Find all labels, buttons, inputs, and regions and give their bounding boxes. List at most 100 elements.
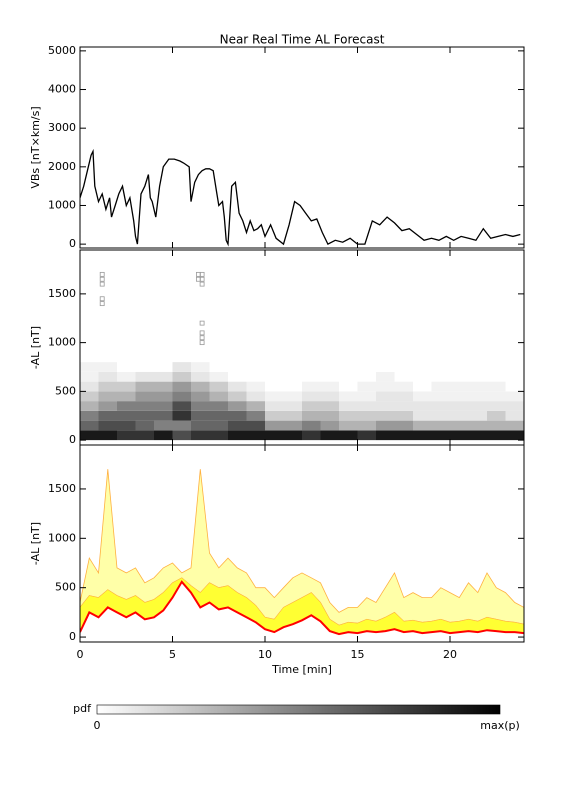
pdf-cell [246,401,265,411]
pdf-cell [376,391,395,402]
pdf-cell [283,420,302,431]
pdf-cell [265,410,284,421]
pdf-cell [468,371,487,382]
pdf-cell [468,362,487,372]
pdf-cell [265,362,284,372]
pdf-cell [191,420,210,431]
pdf-cell [302,410,321,421]
plot-frame [79,444,525,643]
pdf-cell [246,381,265,392]
y-tick-label: 3000 [48,121,76,134]
pdf-point [199,281,205,287]
x-axis-label: Time [min] [271,663,332,676]
y-tick-label: 1000 [48,336,76,349]
pdf-cell [135,381,154,392]
pdf-cell [468,410,487,421]
x-tick-label: 0 [77,648,84,661]
pdf-cell [357,381,376,392]
pdf-cell [117,362,136,372]
pdf-cell [117,430,136,441]
pdf-cell [80,362,99,372]
pdf-cell [450,391,469,402]
y-tick-label: 500 [55,581,76,594]
pdf-cell [376,430,395,441]
pdf-cell [283,430,302,441]
pdf-cell [172,420,191,431]
pdf-cell [431,381,450,392]
pdf-cell [394,362,413,372]
pdf-cell [431,371,450,382]
pdf-cell [98,420,117,431]
pdf-cell [117,401,136,411]
pdf-cell [339,401,358,411]
pdf-cell [283,362,302,372]
y-tick-label: 500 [55,384,76,397]
pdf-cell [302,371,321,382]
pdf-cell [80,410,99,421]
y-tick-label: 5000 [48,44,76,57]
pdf-cell [450,410,469,421]
pdf-cell [357,430,376,441]
pdf-cell [209,410,228,421]
pdf-point [199,330,205,336]
y-tick-label: 1000 [48,531,76,544]
pdf-cell [80,371,99,382]
pdf-cell [431,430,450,441]
pdf-cell [80,391,99,402]
pdf-cell [191,410,210,421]
pdf-cell [172,391,191,402]
pdf-cell [209,401,228,411]
vbs-line [80,148,521,247]
pdf-cell [80,420,99,431]
pdf-cell [487,420,506,431]
pdf-cell [431,420,450,431]
pdf-point [99,296,105,302]
pdf-cell [154,391,173,402]
pdf-cell [228,381,247,392]
y-tick-label: 1500 [48,482,76,495]
pdf-cell [320,362,339,372]
pdf-cell [98,371,117,382]
pdf-cell [376,362,395,372]
pdf-cell [209,420,228,431]
pdf-cell [191,430,210,441]
pdf-point [199,335,205,341]
pdf-cell [154,420,173,431]
pdf-cell [339,410,358,421]
pdf-cell [154,430,173,441]
pdf-cell [376,381,395,392]
pdf-cell [450,371,469,382]
pdf-cell [117,391,136,402]
plot-frame [79,46,525,249]
pdf-cell [246,391,265,402]
pdf-cell [376,410,395,421]
pdf-cell [468,420,487,431]
x-tick-label: 10 [258,648,272,661]
y-axis-label: -AL [nT] [29,326,42,369]
pdf-cell [265,381,284,392]
pdf-point [99,281,105,287]
pdf-point [195,271,201,277]
pdf-cell [487,410,506,421]
pdf-cell [413,430,432,441]
pdf-cell [302,430,321,441]
pdf-cell [302,381,321,392]
pdf-cell [357,371,376,382]
pdf-cell [246,420,265,431]
pdf-cell [209,391,228,402]
y-axis-label: VBs [nT×km/s] [29,106,42,188]
pdf-cell [505,401,524,411]
pdf-cell [209,430,228,441]
pdf-cell [80,430,99,441]
pdf-cell [413,391,432,402]
pdf-cell [450,381,469,392]
colorbar-max: max(p) [480,719,520,732]
pdf-cell [357,401,376,411]
pdf-cell [505,362,524,372]
colorbar [96,704,501,715]
pdf-cell [450,401,469,411]
pdf-cell [394,401,413,411]
pdf-cell [246,362,265,372]
pdf-cell [394,420,413,431]
